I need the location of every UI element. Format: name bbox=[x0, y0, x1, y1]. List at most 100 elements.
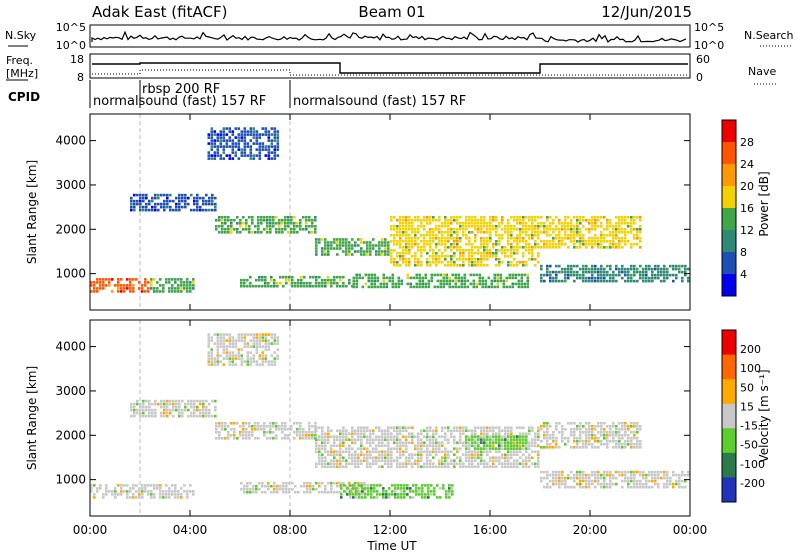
heatmap-cell bbox=[336, 450, 339, 453]
heatmap-cell bbox=[145, 193, 148, 197]
heatmap-cell bbox=[233, 437, 236, 440]
heatmap-cell bbox=[163, 405, 166, 409]
heatmap-cell bbox=[264, 342, 268, 345]
heatmap-cell bbox=[630, 273, 633, 277]
heatmap-cell bbox=[606, 246, 609, 249]
heatmap-cell bbox=[218, 219, 221, 222]
heatmap-cell bbox=[588, 240, 591, 243]
heatmap-cell bbox=[462, 426, 465, 429]
heatmap-cell bbox=[408, 222, 411, 225]
heatmap-cell bbox=[570, 234, 573, 237]
heatmap-cell bbox=[540, 440, 543, 443]
heatmap-cell bbox=[612, 425, 615, 428]
heatmap-cell bbox=[597, 216, 600, 219]
heatmap-cell bbox=[117, 287, 120, 290]
heatmap-cell bbox=[477, 246, 480, 249]
heatmap-cell bbox=[282, 284, 285, 288]
heatmap-cell bbox=[609, 476, 612, 480]
heatmap-cell bbox=[483, 237, 486, 240]
heatmap-cell bbox=[257, 231, 260, 234]
heatmap-cell bbox=[612, 422, 615, 425]
heatmap-cell bbox=[528, 465, 531, 468]
heatmap-cell bbox=[136, 408, 139, 412]
heatmap-cell bbox=[654, 264, 657, 268]
heatmap-cell bbox=[246, 278, 249, 282]
heatmap-cell bbox=[139, 405, 142, 409]
heatmap-cell bbox=[418, 490, 421, 493]
heatmap-cell bbox=[376, 279, 380, 283]
heatmap-cell bbox=[255, 278, 258, 282]
heatmap-cell bbox=[396, 444, 399, 447]
heatmap-cell bbox=[426, 459, 429, 462]
heatmap-cell bbox=[231, 354, 235, 357]
heatmap-cell bbox=[240, 148, 244, 151]
heatmap-cell bbox=[207, 357, 211, 360]
heatmap-cell bbox=[275, 231, 278, 234]
heatmap-cell bbox=[480, 456, 483, 459]
heatmap-cell bbox=[293, 437, 296, 440]
heatmap-cell bbox=[549, 273, 552, 277]
heatmap-cell bbox=[480, 252, 483, 255]
heatmap-cell bbox=[218, 231, 221, 234]
heatmap-cell bbox=[561, 228, 564, 231]
heatmap-cell bbox=[327, 432, 330, 435]
heatmap-cell bbox=[213, 157, 217, 160]
heatmap-cell bbox=[263, 219, 266, 222]
heatmap-cell bbox=[378, 465, 381, 468]
heatmap-cell bbox=[373, 496, 376, 499]
heatmap-cell bbox=[348, 444, 351, 447]
heatmap-cell bbox=[513, 252, 516, 255]
heatmap-cell bbox=[612, 473, 615, 477]
heatmap-cell bbox=[168, 496, 171, 499]
heatmap-cell bbox=[372, 447, 375, 450]
heatmap-cell bbox=[501, 438, 504, 441]
heatmap-cell bbox=[459, 255, 462, 258]
heatmap-cell bbox=[180, 284, 183, 287]
heatmap-cell bbox=[218, 437, 221, 440]
heatmap-cell bbox=[148, 199, 151, 203]
heatmap-cell bbox=[528, 444, 531, 447]
heatmap-cell bbox=[357, 459, 360, 462]
heatmap-cell bbox=[480, 255, 483, 258]
heatmap-cell bbox=[501, 219, 504, 222]
heatmap-cell bbox=[168, 487, 171, 490]
heatmap-cell bbox=[420, 453, 423, 456]
heatmap-cell bbox=[405, 243, 408, 246]
heatmap-cell bbox=[151, 196, 154, 200]
heatmap-cell bbox=[296, 428, 299, 431]
x-tick-label: 16:00 bbox=[473, 523, 508, 537]
heatmap-cell bbox=[213, 360, 217, 363]
heatmap-cell bbox=[345, 462, 348, 465]
heatmap-cell bbox=[432, 450, 435, 453]
heatmap-cell bbox=[450, 234, 453, 237]
heatmap-cell bbox=[384, 253, 387, 256]
heatmap-cell bbox=[438, 255, 441, 258]
heatmap-cell bbox=[540, 216, 543, 219]
heatmap-cell bbox=[243, 130, 247, 133]
heatmap-cell bbox=[450, 216, 453, 219]
heatmap-cell bbox=[252, 342, 256, 345]
heatmap-cell bbox=[215, 422, 218, 425]
heatmap-cell bbox=[684, 485, 687, 489]
heatmap-cell bbox=[279, 275, 282, 279]
heatmap-cell bbox=[360, 432, 363, 435]
heatmap-cell bbox=[471, 459, 474, 462]
heatmap-cell bbox=[525, 435, 528, 438]
heatmap-cell bbox=[169, 193, 172, 197]
heatmap-cell bbox=[174, 487, 177, 490]
heatmap-cell bbox=[436, 279, 440, 283]
heatmap-cell bbox=[345, 450, 348, 453]
heatmap-cell bbox=[546, 216, 549, 219]
heatmap-cell bbox=[471, 432, 474, 435]
heatmap-cell bbox=[630, 246, 633, 249]
heatmap-cell bbox=[405, 429, 408, 432]
heatmap-cell bbox=[468, 462, 471, 465]
heatmap-cell bbox=[142, 411, 145, 415]
heatmap-cell bbox=[555, 225, 558, 228]
heatmap-cell bbox=[387, 465, 390, 468]
heatmap-cell bbox=[339, 453, 342, 456]
heatmap-cell bbox=[513, 219, 516, 222]
heatmap-cell bbox=[552, 279, 555, 283]
heatmap-cell bbox=[370, 493, 373, 496]
heatmap-cell bbox=[284, 225, 287, 228]
